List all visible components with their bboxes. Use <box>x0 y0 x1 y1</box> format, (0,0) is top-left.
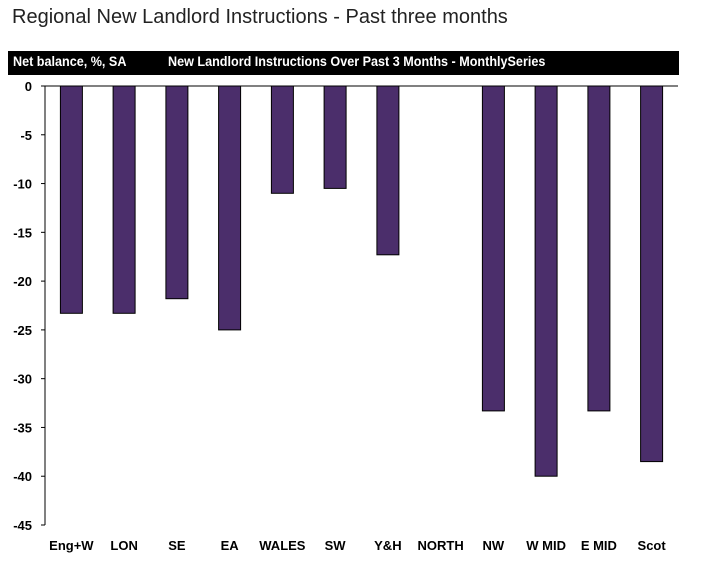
x-tick-label: Scot <box>638 538 667 553</box>
y-axis-label: Net balance, %, SA <box>13 53 127 69</box>
y-tick-label: -5 <box>20 128 32 143</box>
y-tick-label: -25 <box>13 323 32 338</box>
x-tick-label: SW <box>325 538 347 553</box>
bars <box>59 85 664 477</box>
bar-lon <box>112 85 136 314</box>
bar-w-mid <box>534 85 558 477</box>
x-tick-label: WALES <box>259 538 306 553</box>
y-tick-label: -35 <box>13 420 32 435</box>
chart-header-bar <box>8 51 679 75</box>
y-ticks: 0 -5 -10 -15 -20 -25 -30 -35 -40 -45 <box>13 79 45 533</box>
y-tick-label: 0 <box>25 79 32 94</box>
bar-wales <box>270 85 294 194</box>
bar-nw <box>481 85 505 412</box>
series-label: New Landlord Instructions Over Past 3 Mo… <box>168 53 546 69</box>
y-tick-label: -15 <box>13 225 32 240</box>
y-tick-label: -10 <box>13 177 32 192</box>
x-tick-label: EA <box>221 538 240 553</box>
y-tick-label: -40 <box>13 469 32 484</box>
bar-sw <box>323 85 347 189</box>
bar-y-h <box>376 85 400 256</box>
bar-ea <box>218 85 242 331</box>
x-labels: Eng+W LON SE EA WALES SW Y&H NORTH NW W MID E MID S… <box>49 538 666 553</box>
axes <box>44 85 678 525</box>
x-tick-label: E MID <box>581 538 617 553</box>
bar-scot <box>640 85 664 463</box>
x-tick-label: LON <box>110 538 137 553</box>
x-tick-label: SE <box>168 538 186 553</box>
bar-e-mid <box>587 85 611 412</box>
bar-se <box>165 85 189 300</box>
x-tick-label: NW <box>483 538 505 553</box>
y-tick-label: -30 <box>13 372 32 387</box>
x-tick-label: Eng+W <box>49 538 94 553</box>
x-tick-label: Y&H <box>374 538 401 553</box>
x-tick-label: NORTH <box>418 538 464 553</box>
bar-eng-w <box>59 85 83 314</box>
x-tick-label: W MID <box>526 538 566 553</box>
y-tick-label: -20 <box>13 274 32 289</box>
y-tick-label: -45 <box>13 518 32 533</box>
chart-title: Regional New Landlord Instructions - Pas… <box>12 6 508 28</box>
